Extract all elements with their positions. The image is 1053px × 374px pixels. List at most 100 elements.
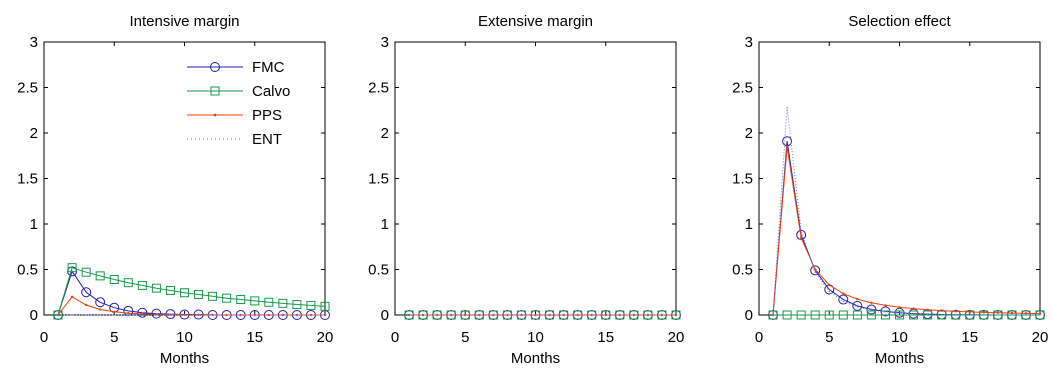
point-calvo [53, 310, 63, 320]
point-pps [982, 311, 985, 314]
y-tick-label: 3 [30, 34, 38, 51]
point-calvo [1021, 310, 1031, 320]
legend-item-fmc: FMC [187, 59, 285, 76]
panel-title: Intensive margin [129, 13, 239, 30]
y-tick-label: 0.5 [17, 262, 38, 279]
point-ent [1025, 314, 1027, 316]
point-ent [870, 309, 873, 311]
point-pps [968, 310, 971, 314]
legend-item-pps: PPS [187, 107, 282, 124]
x-axis-label: Months [875, 350, 924, 367]
legend: FMC Calvo PPS ENT [187, 59, 290, 148]
series-ent [57, 314, 326, 316]
point-ent [183, 314, 186, 316]
legend-marker [213, 113, 217, 117]
point-ent [450, 314, 452, 316]
point-ent [1011, 314, 1013, 316]
point-calvo [151, 283, 161, 293]
point-calvo [180, 288, 189, 298]
x-tick-label: 5 [825, 329, 833, 346]
x-tick-label: 10 [176, 329, 193, 346]
x-tick-label: 5 [461, 329, 469, 346]
point-calvo [782, 310, 792, 320]
point-ent [814, 271, 816, 273]
point-ent [941, 313, 943, 316]
series-ent [772, 106, 1041, 316]
point-pps [84, 303, 88, 307]
point-calvo [137, 280, 147, 290]
point-calvo [838, 310, 848, 320]
point-calvo [306, 300, 316, 310]
y-tick-label: 2.5 [368, 80, 389, 97]
point-ent [492, 314, 494, 316]
y-tick-label: 1 [381, 216, 389, 233]
series-pps [771, 145, 1042, 317]
point-calvo [909, 310, 919, 320]
point-ent [197, 314, 200, 316]
point-fmc [838, 294, 849, 305]
point-pps [99, 308, 102, 311]
point-calvo [320, 301, 330, 311]
point-ent [254, 314, 256, 316]
point-pps [127, 311, 130, 315]
point-ent [619, 314, 621, 316]
y-tick-label: 0 [745, 307, 753, 324]
y-tick-label: 2 [30, 125, 38, 142]
point-ent [800, 229, 802, 231]
legend-label: Calvo [252, 83, 290, 100]
series-line-pps [772, 146, 1041, 316]
point-calvo [194, 290, 204, 300]
point-calvo [895, 310, 904, 320]
point-ent [113, 314, 115, 316]
point-ent [577, 314, 579, 316]
series-calvo [768, 310, 1045, 320]
point-ent [786, 106, 788, 109]
panel-1: Extensive margin Months 0 0.5 1 1.5 2 2.5 3 0 5 10 1… [368, 13, 684, 367]
point-ent [927, 313, 929, 315]
point-calvo [95, 271, 105, 281]
point-calvo [165, 285, 175, 295]
point-ent [520, 314, 523, 316]
panel-title: Selection effect [848, 13, 951, 30]
x-tick-label: 15 [597, 329, 614, 346]
point-pps [940, 309, 943, 312]
point-pps [1024, 312, 1028, 315]
point-calvo [222, 293, 232, 303]
point-ent [534, 314, 537, 316]
legend-item-calvo: Calvo [187, 83, 290, 100]
y-tick-label: 0 [381, 307, 389, 324]
point-ent [997, 314, 999, 316]
point-calvo [923, 310, 933, 320]
point-ent [155, 314, 157, 316]
point-calvo [67, 263, 77, 273]
legend-item-ent: ENT [187, 131, 282, 148]
axes-box [758, 41, 1041, 316]
point-ent [141, 314, 143, 316]
point-ent [310, 314, 312, 316]
y-tick-label: 0.5 [732, 262, 753, 279]
y-tick-label: 3 [381, 34, 389, 51]
point-calvo [810, 310, 820, 320]
legend-label: ENT [252, 131, 282, 148]
point-ent [296, 314, 298, 316]
legend-label: FMC [252, 59, 285, 76]
point-ent [282, 314, 284, 316]
axes-box [394, 41, 677, 316]
point-fmc [81, 287, 92, 298]
panel-2: Selection effect Months 0 0.5 1 1.5 2 2.5 3 0 5 10 1… [732, 13, 1048, 367]
point-ent [436, 314, 438, 316]
point-fmc [137, 307, 148, 318]
point-pps [113, 310, 116, 314]
point-ent [912, 313, 915, 315]
point-ent [85, 314, 87, 316]
point-calvo [236, 295, 246, 305]
point-ent [127, 314, 129, 316]
x-tick-label: 10 [527, 329, 544, 346]
point-fmc [852, 300, 863, 311]
point-calvo [81, 267, 91, 277]
legend-label: PPS [252, 107, 282, 124]
point-pps [926, 308, 929, 311]
panel-0: Intensive margin Months 0 0.5 1 1.5 2 2.5 3 0 5 10 1… [17, 13, 333, 367]
series-ent [408, 314, 677, 316]
